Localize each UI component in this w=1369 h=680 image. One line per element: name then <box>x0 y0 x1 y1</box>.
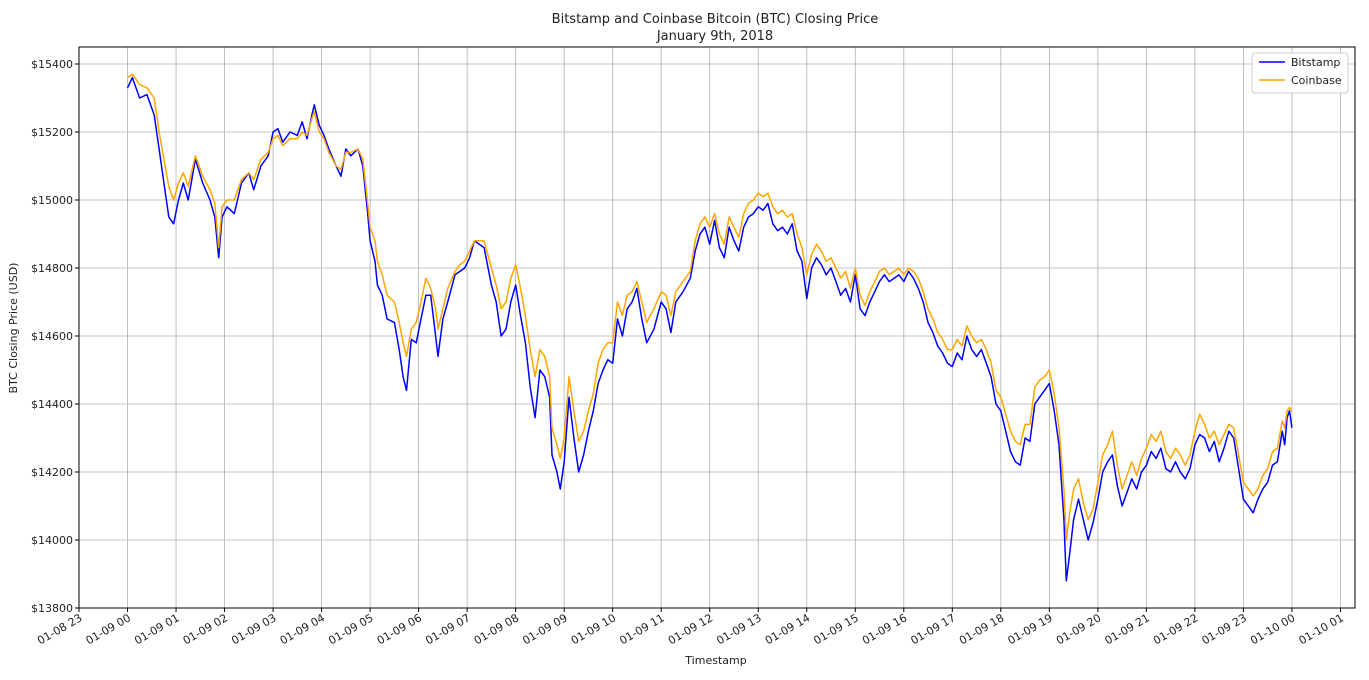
chart-subtitle: January 9th, 2018 <box>656 29 773 44</box>
y-tick-label: $13800 <box>31 602 73 615</box>
x-tick-label: 01-09 17 <box>908 611 957 647</box>
x-tick-label: 01-09 05 <box>326 611 375 647</box>
x-tick-label: 01-09 06 <box>375 611 424 647</box>
y-tick-label: $14200 <box>31 466 73 479</box>
series-line-coinbase <box>127 73 1293 541</box>
y-tick-label: $14800 <box>31 262 73 275</box>
x-axis-label: Timestamp <box>684 654 746 667</box>
x-tick-label: 01-09 02 <box>181 611 230 647</box>
x-tick-label: 01-09 13 <box>714 611 763 647</box>
legend-label-bitstamp: Bitstamp <box>1291 56 1340 69</box>
series-line-bitstamp <box>126 76 1293 582</box>
y-tick-label: $14400 <box>31 398 73 411</box>
x-tick-label: 01-09 08 <box>472 611 521 647</box>
legend-label-coinbase: Coinbase <box>1291 74 1342 87</box>
y-tick-label: $14600 <box>31 330 73 343</box>
x-tick-label: 01-09 16 <box>860 611 909 647</box>
x-tick-label: 01-09 20 <box>1054 611 1103 647</box>
x-tick-label: 01-10 00 <box>1248 611 1297 647</box>
x-tick-label: 01-09 11 <box>617 611 666 647</box>
y-tick-label: $15400 <box>31 58 73 71</box>
x-tick-label: 01-09 19 <box>1006 611 1055 647</box>
series-layer <box>126 73 1293 582</box>
y-tick-label: $15000 <box>31 194 73 207</box>
x-tick-label: 01-09 23 <box>1200 611 1249 647</box>
x-tick-label: 01-08 23 <box>35 611 84 647</box>
plot-frame <box>78 46 1356 609</box>
x-tick-label: 01-09 09 <box>520 611 569 647</box>
y-tick-label: $14000 <box>31 534 73 547</box>
x-tick-label: 01-09 14 <box>763 611 812 647</box>
chart-title: Bitstamp and Coinbase Bitcoin (BTC) Clos… <box>552 12 879 27</box>
y-axis-ticks: $13800 $14000 $14200 $14400 $14600 $14800 $150… <box>31 58 79 615</box>
x-tick-label: 01-09 18 <box>957 611 1006 647</box>
y-axis-label: BTC Closing Price (USD) <box>7 263 20 394</box>
x-tick-label: 01-09 01 <box>132 611 181 647</box>
x-axis-ticks: 01-08 23 01-09 00 01-09 01 01-09 02 01-09 03… <box>35 608 1346 647</box>
x-tick-label: 01-09 03 <box>229 611 278 647</box>
x-tick-label: 01-09 04 <box>278 611 327 647</box>
x-tick-label: 01-10 01 <box>1297 611 1346 647</box>
x-tick-label: 01-09 10 <box>569 611 618 647</box>
grid-lines <box>78 47 1355 609</box>
x-tick-label: 01-09 07 <box>423 611 472 647</box>
x-tick-label: 01-09 12 <box>666 611 715 647</box>
x-tick-label: 01-09 15 <box>811 611 860 647</box>
x-tick-label: 01-09 21 <box>1103 611 1152 647</box>
legend: Bitstamp Coinbase <box>1251 52 1349 94</box>
y-tick-label: $15200 <box>31 126 73 139</box>
legend-box <box>1251 52 1349 94</box>
x-tick-label: 01-09 00 <box>84 611 133 647</box>
x-tick-label: 01-09 22 <box>1151 611 1200 647</box>
